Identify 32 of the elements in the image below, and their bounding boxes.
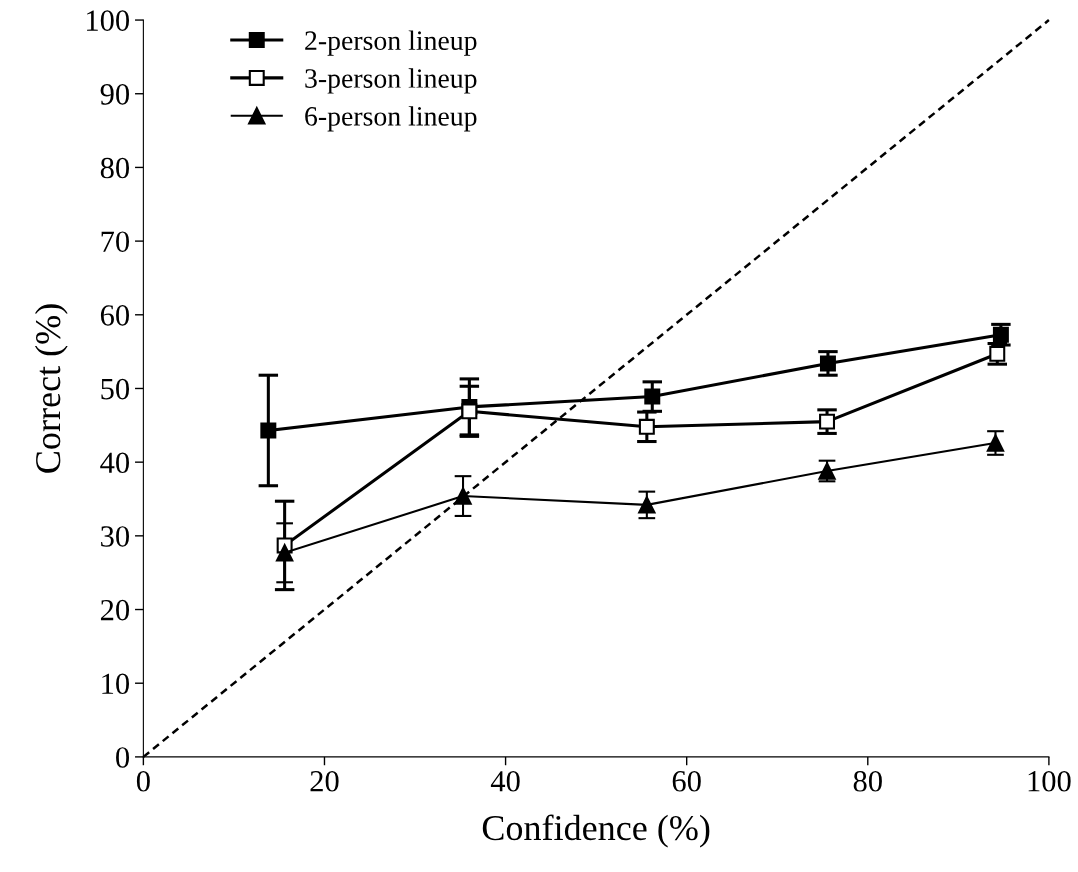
- y-tick-label: 100: [87, 10, 130, 31]
- legend-label: 2-person lineup: [305, 30, 477, 56]
- y-tick-label: 10: [102, 673, 130, 695]
- point: [638, 496, 656, 514]
- y-tick-label: 60: [100, 305, 130, 326]
- point: [644, 388, 661, 405]
- y-tick-label: 70: [101, 231, 130, 253]
- x-tick-label: 60: [672, 770, 701, 792]
- y-tick-label: 40: [100, 452, 130, 474]
- y-tick-label: 20: [100, 599, 130, 621]
- point: [461, 403, 478, 420]
- legend-label: 3-person lineup: [305, 68, 477, 94]
- y-axis-title: Correct (%): [34, 304, 68, 473]
- point: [986, 434, 1005, 452]
- x-tick-label: 20: [310, 770, 339, 792]
- y-tick-label: 0: [116, 747, 130, 768]
- point: [454, 487, 472, 505]
- legend-label: 6-person lineup: [305, 106, 477, 132]
- x-tick-label: 40: [490, 770, 520, 792]
- y-tick-label: 30: [101, 526, 130, 547]
- y-tick-label: 50: [101, 378, 130, 400]
- y-tick-label: 80: [100, 157, 130, 179]
- point: [638, 418, 655, 435]
- point: [260, 422, 277, 439]
- y-tick-label: 90: [100, 84, 130, 105]
- x-tick-label: 0: [136, 770, 150, 792]
- point: [819, 355, 836, 372]
- point: [275, 544, 294, 562]
- x-axis-title: Confidence (%): [482, 814, 710, 848]
- point: [819, 413, 836, 430]
- x-tick-label: 80: [853, 770, 882, 792]
- x-tick-label: 100: [1028, 770, 1071, 792]
